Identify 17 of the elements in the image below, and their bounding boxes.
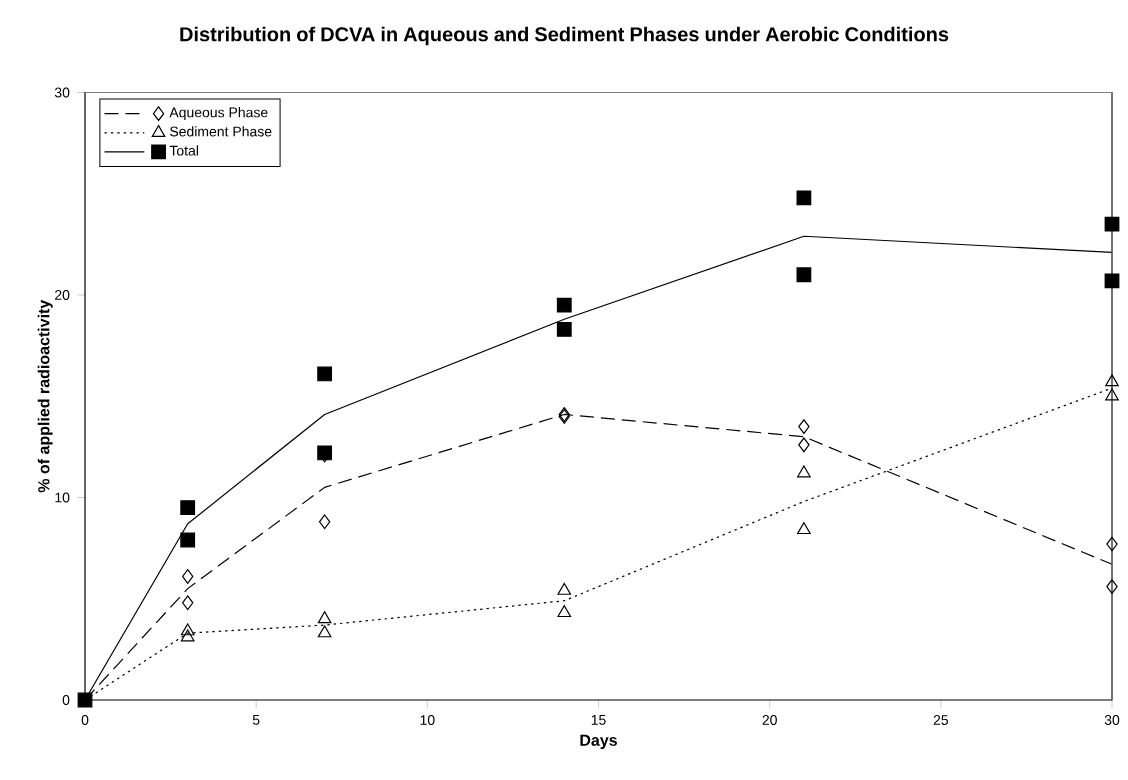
x-tick-label: 5 (252, 715, 260, 725)
y-tick-label: 0 (62, 695, 70, 705)
x-tick-label: 0 (81, 715, 89, 725)
x-tick-label: 30 (1104, 715, 1120, 725)
legend-label: Total (169, 145, 198, 156)
y-tick-label: 10 (55, 492, 70, 503)
x-axis-title: Days (580, 734, 617, 750)
x-tick-label: 25 (933, 715, 949, 725)
legend-label: Sediment Phase (169, 126, 272, 137)
x-tick-label: 20 (762, 715, 777, 725)
x-tick-label: 10 (420, 715, 435, 725)
y-tick-label: 20 (55, 290, 70, 300)
legend-label: Aqueous Phase (169, 107, 268, 121)
y-tick-label: 30 (54, 87, 70, 98)
y-axis-title: % of applied radioactivity (37, 299, 53, 493)
chart-title: Distribution of DCVA in Aqueous and Sediment Phases under Aerobic Conditions (180, 26, 949, 46)
x-tick-label: 15 (591, 715, 606, 725)
